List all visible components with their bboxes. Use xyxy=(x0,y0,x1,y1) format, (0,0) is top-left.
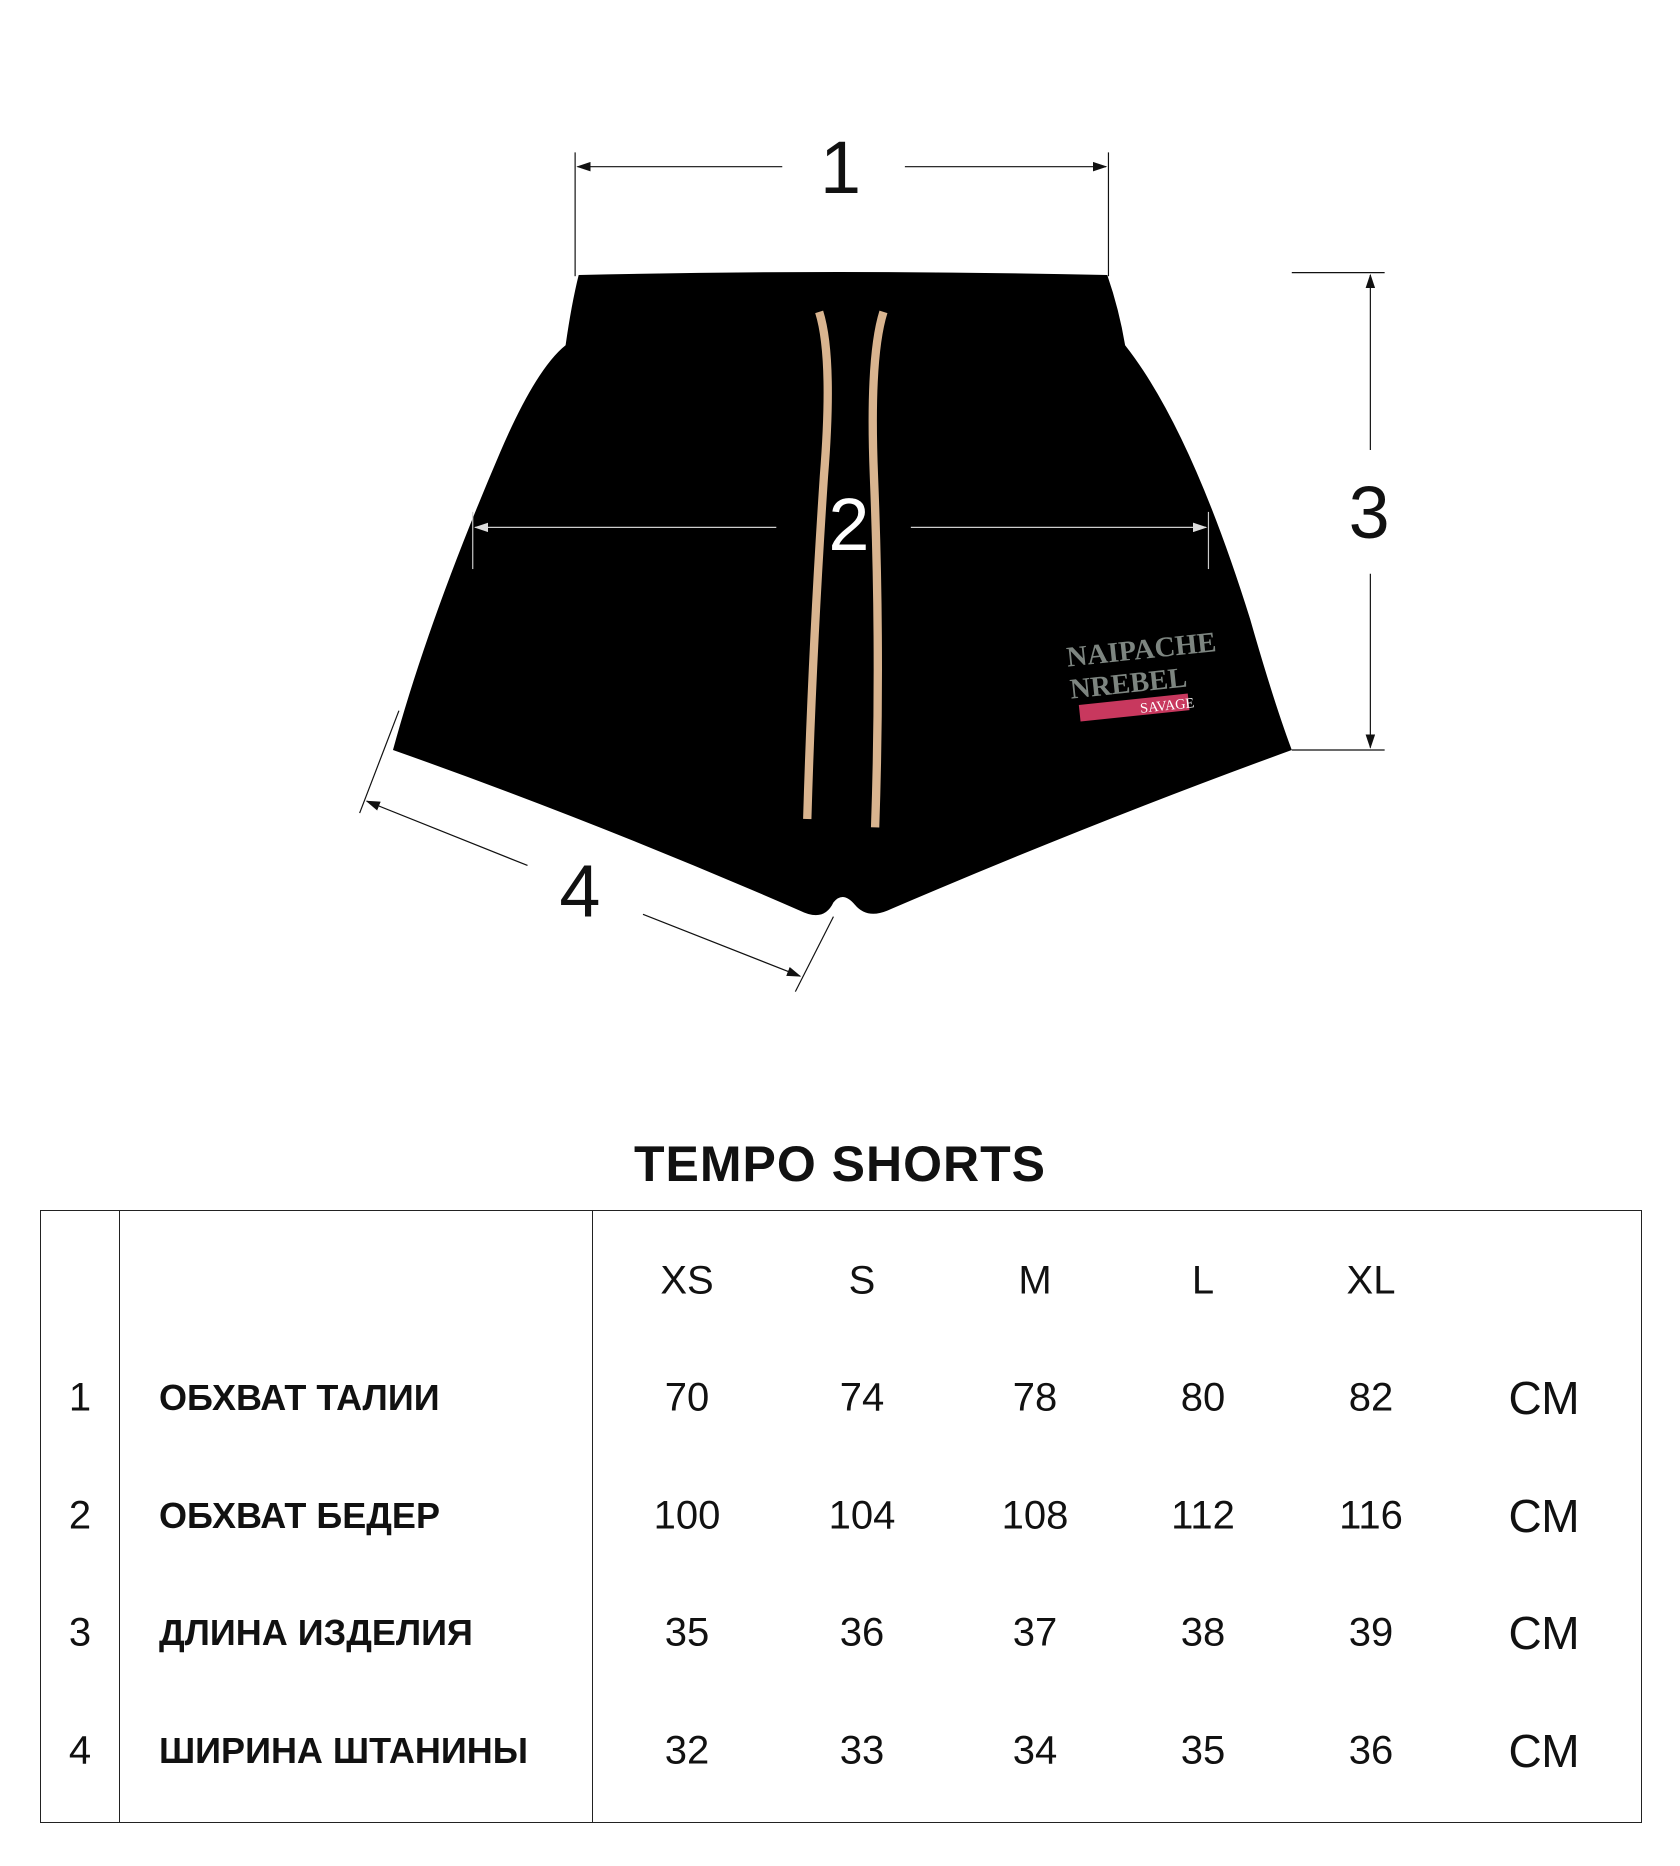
size-value: 116 xyxy=(1339,1493,1403,1538)
size-header: M xyxy=(1018,1258,1052,1303)
svg-text:SAVAGE: SAVAGE xyxy=(1139,695,1195,717)
size-value: 82 xyxy=(1348,1375,1394,1420)
unit-label: СМ xyxy=(1508,1372,1580,1424)
size-value: 74 xyxy=(839,1375,885,1420)
dimension-label-4: 4 xyxy=(559,850,600,933)
row-number: 2 xyxy=(68,1493,92,1538)
size-value: 100 xyxy=(653,1493,721,1538)
unit-label: СМ xyxy=(1508,1607,1580,1659)
dimension-1-waist xyxy=(574,152,1110,277)
column-divider xyxy=(119,1211,120,1822)
row-number: 4 xyxy=(68,1728,92,1773)
size-value: 39 xyxy=(1348,1610,1394,1655)
dimension-label-3: 3 xyxy=(1349,471,1390,554)
size-value: 78 xyxy=(1012,1375,1058,1420)
size-value: 34 xyxy=(1012,1728,1058,1773)
row-number: 1 xyxy=(68,1375,92,1420)
size-value: 112 xyxy=(1171,1493,1235,1538)
size-value: 33 xyxy=(839,1728,885,1773)
size-value: 32 xyxy=(664,1728,710,1773)
drawstring-right xyxy=(868,310,888,828)
shorts-diagram: NAIPACHE NREBEL SAVAGE 1 2 3 4 xyxy=(359,126,1390,992)
size-header: XS xyxy=(660,1258,714,1303)
size-value: 80 xyxy=(1180,1375,1226,1420)
unit-label: СМ xyxy=(1508,1725,1580,1777)
row-label: ДЛИНА ИЗДЕЛИЯ xyxy=(159,1612,473,1653)
row-number: 3 xyxy=(68,1610,92,1655)
dimension-3-length xyxy=(1291,272,1385,751)
size-header: L xyxy=(1191,1258,1215,1303)
size-value: 36 xyxy=(1348,1728,1394,1773)
drawstring-left xyxy=(803,310,832,820)
row-label: ОБХВАТ ТАЛИИ xyxy=(159,1377,440,1418)
dimension-label-2: 2 xyxy=(828,483,869,566)
dimension-label-1: 1 xyxy=(820,126,861,209)
row-label: ОБХВАТ БЕДЕР xyxy=(159,1495,440,1536)
unit-label: СМ xyxy=(1508,1490,1580,1542)
size-header: S xyxy=(848,1258,876,1303)
dimension-4-leg-width xyxy=(359,710,834,992)
chart-title: TEMPO SHORTS xyxy=(633,1136,1047,1192)
size-value: 104 xyxy=(828,1493,896,1538)
shorts-body xyxy=(392,272,1292,916)
size-value: 36 xyxy=(839,1610,885,1655)
size-value: 38 xyxy=(1180,1610,1226,1655)
size-value: 35 xyxy=(664,1610,710,1655)
dimension-2-hips xyxy=(472,511,1210,570)
size-value: 70 xyxy=(664,1375,710,1420)
column-divider xyxy=(592,1211,593,1822)
size-value: 37 xyxy=(1012,1610,1058,1655)
size-value: 108 xyxy=(1001,1493,1069,1538)
row-label: ШИРИНА ШТАНИНЫ xyxy=(159,1730,528,1771)
size-header: XL xyxy=(1346,1258,1396,1303)
size-table: XS S M L XL 1 ОБХВАТ ТАЛИИ 70 74 78 80 82 СМ 2 ОБХВАТ … xyxy=(40,1210,1642,1823)
size-value: 35 xyxy=(1180,1728,1226,1773)
